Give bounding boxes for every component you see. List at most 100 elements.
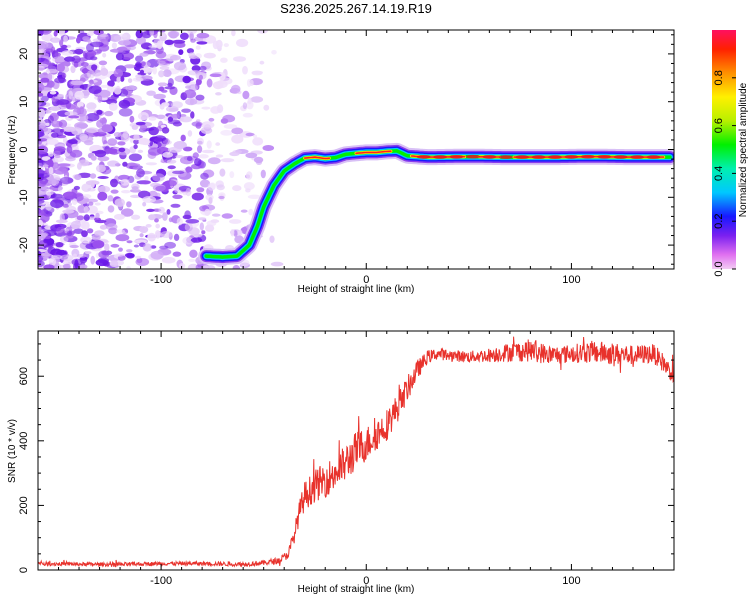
noise-blob <box>108 227 118 235</box>
noise-blob <box>104 148 119 154</box>
snr-xtick-label: 0 <box>363 575 369 587</box>
noise-blob <box>74 48 84 55</box>
noise-blob <box>179 116 193 123</box>
noise-blob <box>39 138 48 142</box>
noise-blob <box>107 195 114 202</box>
noise-blob <box>135 30 143 39</box>
track-hot-spot <box>580 154 595 159</box>
noise-blob <box>70 220 81 229</box>
noise-blob <box>231 30 236 37</box>
noise-blob <box>169 54 181 61</box>
noise-blob <box>80 62 89 67</box>
noise-blob <box>107 80 115 87</box>
noise-blob <box>162 212 168 221</box>
noise-blob <box>115 234 130 242</box>
noise-blob <box>127 78 133 83</box>
noise-blob <box>199 222 204 231</box>
noise-blob <box>73 185 80 190</box>
noise-blob <box>178 49 184 55</box>
noise-blob <box>182 236 194 245</box>
noise-blob <box>271 50 277 55</box>
noise-blob <box>154 218 159 223</box>
spectrogram-ytick-label: 20 <box>18 48 30 60</box>
track-red-core <box>303 156 331 160</box>
noise-blob <box>203 265 210 269</box>
noise-blob <box>122 161 128 167</box>
noise-blob <box>95 259 109 267</box>
noise-blob <box>139 233 144 238</box>
noise-blob <box>87 187 96 192</box>
noise-blob <box>66 145 73 154</box>
noise-blob <box>86 228 94 234</box>
noise-blob <box>82 194 92 199</box>
noise-blob <box>71 198 78 205</box>
noise-blob <box>255 159 263 165</box>
noise-blob <box>158 70 165 78</box>
noise-blob <box>142 196 156 203</box>
noise-blob <box>237 229 243 236</box>
noise-blob <box>159 170 166 175</box>
noise-blob <box>250 96 264 103</box>
track-hot-spot <box>449 155 464 159</box>
noise-blob <box>85 113 100 122</box>
noise-blob <box>83 206 89 214</box>
noise-blob <box>115 253 124 257</box>
noise-blob <box>199 179 211 188</box>
noise-blob <box>132 166 141 170</box>
noise-blob <box>216 184 225 191</box>
noise-blob <box>133 139 140 145</box>
noise-blob <box>62 204 69 208</box>
noise-blob <box>140 180 152 185</box>
noise-blob <box>167 78 174 87</box>
noise-blob <box>84 251 92 255</box>
noise-blob <box>80 73 89 82</box>
noise-blob <box>50 37 61 43</box>
track-red-core <box>355 150 392 155</box>
noise-blob <box>139 226 149 234</box>
noise-blob <box>164 39 174 45</box>
noise-blob <box>88 85 102 94</box>
noise-blob <box>155 223 160 229</box>
noise-blob <box>126 201 132 208</box>
noise-blob <box>111 42 117 49</box>
noise-blob <box>135 55 144 63</box>
noise-blob <box>118 99 131 109</box>
noise-blob <box>46 174 61 182</box>
noise-blob <box>38 260 45 267</box>
track-hot-spot <box>482 155 497 159</box>
snr-xtick-label: 100 <box>562 575 580 587</box>
noise-blob <box>233 230 238 237</box>
noise-blob <box>133 244 139 248</box>
noise-blob <box>81 230 88 238</box>
noise-blob <box>195 45 201 50</box>
noise-blob <box>187 70 202 76</box>
noise-blob <box>129 163 141 167</box>
noise-blob <box>61 50 74 56</box>
noise-blob <box>231 134 244 144</box>
noise-blob <box>190 38 196 43</box>
noise-blob <box>59 176 74 185</box>
noise-blob <box>57 166 69 172</box>
noise-blob <box>172 194 183 199</box>
noise-blob <box>98 250 110 259</box>
noise-blob <box>126 265 131 269</box>
noise-blob <box>185 166 193 173</box>
noise-blob <box>110 121 118 127</box>
noise-blob <box>269 235 275 243</box>
track-hot-spot <box>630 155 645 159</box>
noise-blob <box>41 35 49 41</box>
noise-blob <box>158 82 167 87</box>
noise-blob <box>242 112 253 118</box>
noise-blob <box>131 214 141 220</box>
noise-blob <box>147 147 162 156</box>
noise-blob <box>167 30 180 38</box>
noise-blob <box>136 168 145 178</box>
colorbar-tick-label: 0.8 <box>713 70 725 85</box>
noise-blob <box>185 219 200 224</box>
noise-blob <box>135 121 146 126</box>
noise-blob <box>86 70 95 79</box>
snr-ytick-label: 0 <box>18 567 30 573</box>
noise-blob <box>166 159 177 164</box>
noise-blob <box>120 76 125 82</box>
